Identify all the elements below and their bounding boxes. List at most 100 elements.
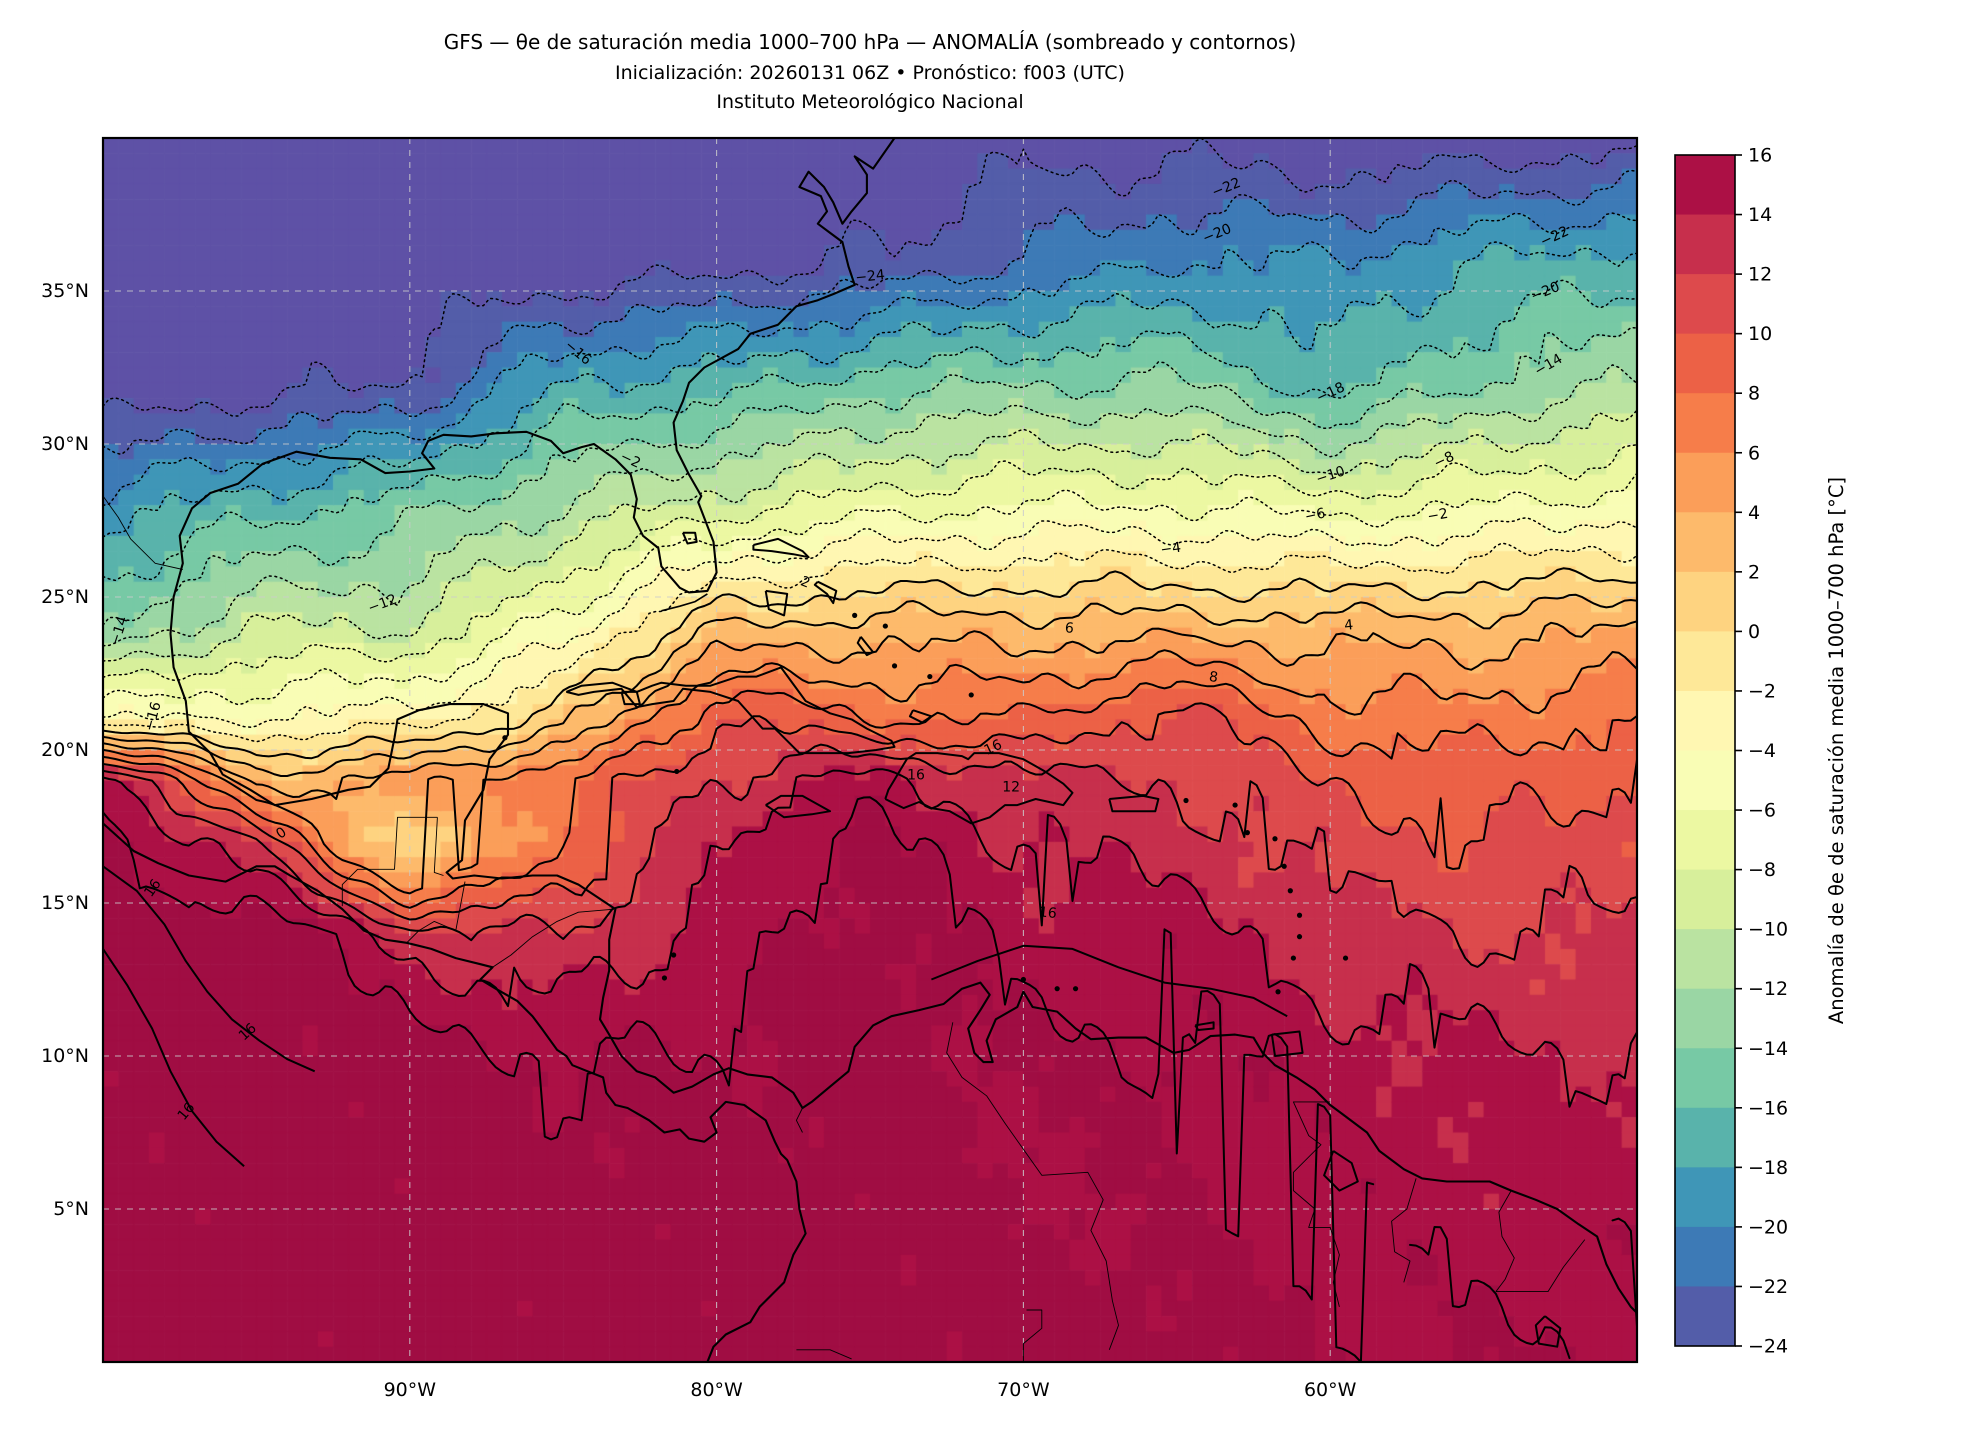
colorbar-tick-label: −6 (1748, 800, 1776, 822)
border-line (492, 908, 616, 968)
axis-labels: 35°N 30°N 25°N 20°N 15°N 10°N 5°N 90°W 80°W 70°W 6… (41, 280, 1357, 1401)
colorbar-segment (1675, 1167, 1735, 1228)
contour-line--6 (103, 472, 1637, 706)
contour-line--18 (103, 241, 1637, 538)
contour-label: −22 (1538, 223, 1572, 250)
border-line (1391, 1178, 1417, 1283)
small-island-dot (1054, 986, 1060, 992)
y-tick-label: 10°N (41, 1045, 89, 1067)
map-frame (101, 136, 1639, 1364)
contour-label: 16 (175, 1100, 199, 1124)
colorbar-segment (1675, 333, 1735, 394)
small-island-dot (1281, 863, 1287, 869)
contour-label: 4 (1343, 617, 1354, 634)
colorbar-tick-label: −22 (1748, 1276, 1788, 1298)
colorbar-tick-label: −14 (1748, 1038, 1788, 1060)
contour-line-extra (931, 944, 1288, 1018)
contour-line--10 (103, 409, 1637, 662)
small-island-dot (1232, 802, 1238, 808)
border-line (1292, 1101, 1340, 1308)
colorbar-tick-label: −12 (1748, 978, 1788, 1000)
small-island-dot (927, 673, 933, 680)
colorbar-segment (1675, 274, 1735, 335)
colorbar-segment (1675, 1286, 1735, 1347)
x-tick-label: 60°W (1304, 1379, 1357, 1401)
small-island-dot (661, 975, 668, 981)
small-island-dot (882, 623, 888, 629)
contour-label: 16 (907, 768, 925, 784)
contour-labels: −24−22−20 −22−20−18−14−16−12−10−8−6−4−2−2… (107, 175, 1571, 1124)
colorbar-tick-label: 4 (1748, 502, 1760, 524)
border-line (433, 817, 444, 876)
island-outline (856, 636, 875, 657)
colorbar-tick-label: −16 (1748, 1097, 1788, 1119)
chart-title: GFS — θe de saturación media 1000–700 hP… (443, 30, 1297, 54)
border-line (795, 1107, 803, 1133)
colorbar-tick-label: 2 (1748, 561, 1760, 583)
colorbar-segment (1675, 393, 1735, 454)
colorbar-segment (1675, 1048, 1735, 1109)
colorbar: 16 14 12 10 8 6 4 2 0 −2 −4 −6 −8 −10 −12 −14 −16 −18 −20 −… (1674, 145, 1848, 1358)
contour-line--2 (103, 542, 1637, 743)
contour-label: 16 (236, 1020, 260, 1044)
colorbar-segment (1675, 214, 1735, 275)
contour-line-16 (103, 796, 1375, 1362)
contour-label: 8 (1208, 669, 1219, 686)
small-island-dot (674, 768, 680, 775)
colorbar-tick-label: 16 (1748, 145, 1772, 167)
border-line (406, 881, 466, 944)
contour-line-extra (1323, 1150, 1359, 1192)
small-island-dot (1342, 955, 1349, 961)
island-outline (1270, 1030, 1304, 1057)
colorbar-segment (1675, 571, 1735, 632)
contour-line-extra (1534, 1315, 1562, 1348)
colorbar-tick-label: −24 (1748, 1336, 1788, 1358)
contour-line-extra (103, 948, 245, 1167)
contour-label: −8 (1431, 449, 1456, 472)
contour-line-extra (103, 865, 316, 1073)
colorbar-segment (1675, 810, 1735, 871)
small-island-dot (1296, 912, 1303, 918)
colorbar-tick-label: 12 (1748, 264, 1772, 286)
contour-line-8 (103, 680, 1637, 909)
contour-line--14 (103, 326, 1637, 626)
contour-label: −6 (1303, 505, 1327, 525)
border-line (796, 1349, 852, 1360)
y-tick-label: 15°N (41, 892, 89, 914)
contour-label: −4 (1160, 540, 1183, 559)
island-outline (752, 537, 810, 559)
colorbar-segment (1675, 1226, 1735, 1287)
small-island-dot (1244, 830, 1250, 836)
contour-label: −10 (1314, 463, 1347, 487)
border-line (946, 1022, 1119, 1350)
contour-label: −22 (1210, 175, 1243, 201)
border-line (103, 495, 183, 570)
contour-line-0 (103, 567, 1637, 760)
colorbar-tick-label: −2 (1748, 680, 1776, 702)
colorbar-segment (1675, 155, 1735, 216)
colorbar-segment (1675, 512, 1735, 573)
map-content: −24−22−20 −22−20−18−14−16−12−10−8−6−4−2−2… (103, 138, 1637, 1362)
colorbar-segment (1675, 452, 1735, 513)
border-line (1495, 1239, 1586, 1293)
contour-label: 16 (1038, 904, 1057, 922)
contour-label: −14 (107, 614, 131, 647)
contour-label: 2 (798, 574, 812, 592)
colorbar-segment (1675, 690, 1735, 751)
island-outline (1194, 1021, 1215, 1031)
x-tick-label: 90°W (384, 1379, 437, 1401)
island-outline (565, 666, 896, 755)
contour-label: −14 (1532, 351, 1566, 380)
small-island-dot (1287, 888, 1293, 894)
gridlines (103, 138, 1637, 1362)
small-island-dot (1183, 797, 1189, 804)
y-tick-label: 25°N (41, 586, 89, 608)
small-island-dot (671, 952, 677, 958)
small-island-dot (852, 612, 858, 618)
island-outline (764, 589, 789, 617)
colorbar-tick-label: −4 (1748, 740, 1776, 762)
contour-label: −2 (618, 449, 643, 472)
border-line (341, 816, 438, 907)
y-tick-label: 30°N (41, 433, 89, 455)
